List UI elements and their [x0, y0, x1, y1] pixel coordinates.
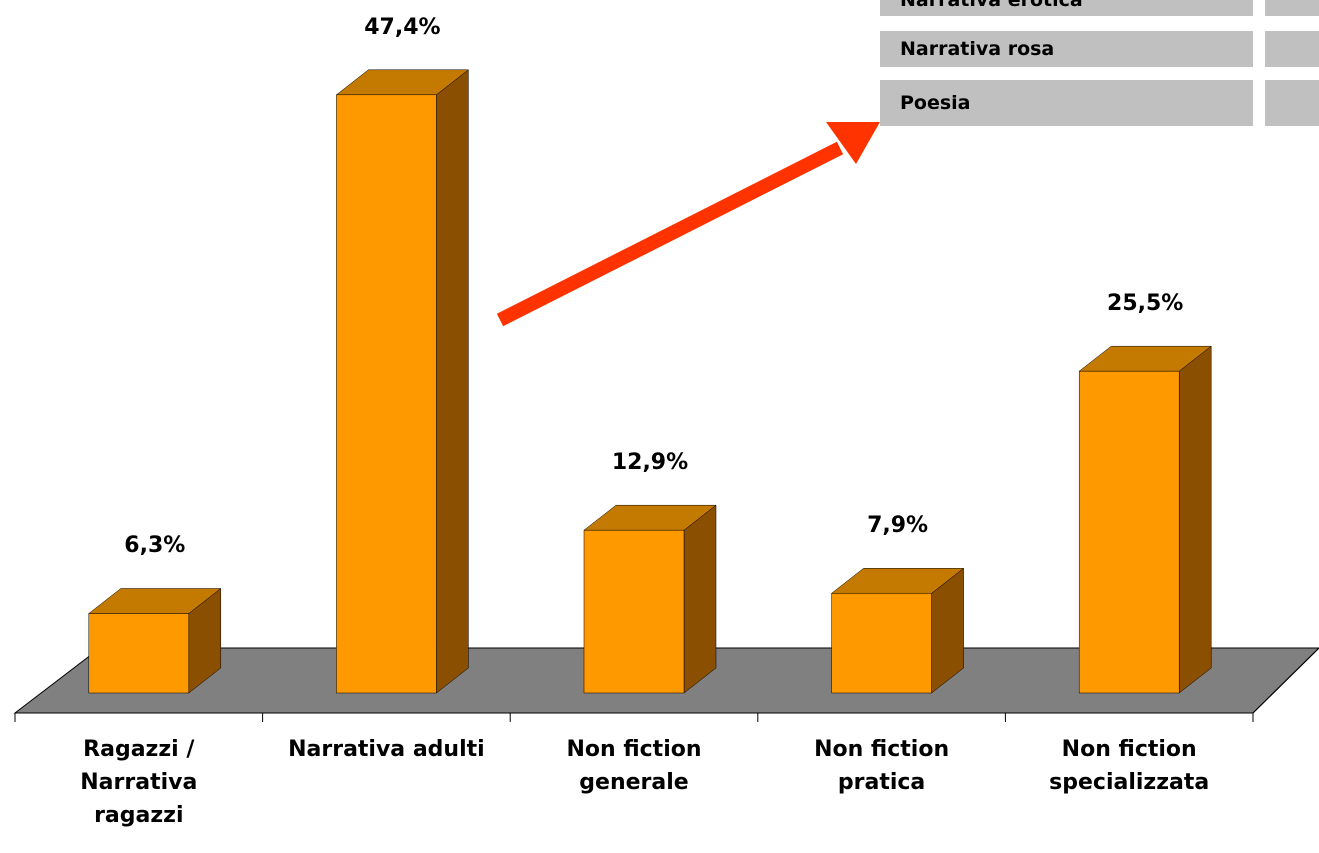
- bar-front: [1078, 370, 1180, 694]
- bar: [830, 567, 965, 694]
- annotation-row: Narrativa erotica: [880, 0, 1253, 16]
- bar-front: [583, 529, 685, 694]
- bar: [1078, 345, 1212, 694]
- value-label: 12,9%: [611, 450, 689, 476]
- bar-side: [436, 69, 469, 694]
- x-tick-label: Non fiction generale: [566, 737, 702, 795]
- annotation-cell: [1265, 0, 1319, 16]
- x-tick-label: Ragazzi / Narrativa ragazzi: [80, 737, 198, 828]
- annotation-row: Poesia: [880, 80, 1253, 126]
- bar: [583, 504, 717, 694]
- arrow-shaft: [496, 141, 844, 327]
- annotation-cell: [1265, 31, 1319, 67]
- bar-front: [831, 593, 932, 694]
- arrow-head: [826, 122, 880, 164]
- bar-front: [336, 94, 437, 694]
- bar-front: [88, 613, 190, 694]
- bar: [88, 587, 222, 694]
- value-label: 6,3%: [124, 533, 186, 559]
- bars: [88, 69, 1212, 694]
- x-tick-label: Narrativa adulti: [288, 737, 485, 762]
- bar: [335, 69, 470, 694]
- x-tick-label: Non fiction specializzata: [1049, 737, 1210, 795]
- value-label: 47,4%: [364, 14, 441, 40]
- annotation-row: Narrativa rosa: [880, 31, 1253, 67]
- value-label: 7,9%: [867, 513, 929, 539]
- floor-edge: [1252, 647, 1319, 714]
- x-tick-label: Non fiction pratica: [814, 737, 950, 795]
- bar-side: [1178, 345, 1212, 694]
- value-label: 25,5%: [1107, 291, 1184, 317]
- bar-side: [683, 504, 717, 694]
- annotation-cell: [1265, 80, 1319, 126]
